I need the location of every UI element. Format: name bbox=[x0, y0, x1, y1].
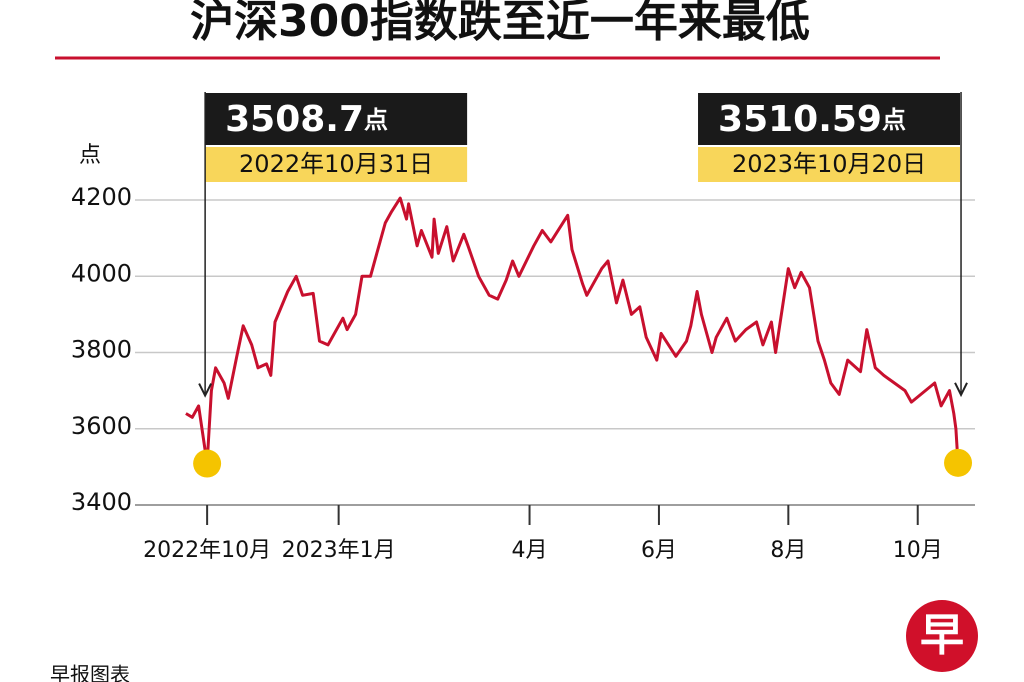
y-tick-label: 4000 bbox=[71, 259, 132, 287]
x-tick-label: 8月 bbox=[770, 538, 806, 563]
y-tick-label: 3800 bbox=[71, 336, 132, 364]
annotation-value: 3508.7点 bbox=[225, 99, 388, 140]
annotation-unit: 点 bbox=[882, 106, 906, 134]
y-tick-label: 3600 bbox=[71, 412, 132, 440]
annotation-arrowhead bbox=[198, 383, 213, 398]
logo-badge bbox=[906, 600, 978, 672]
annotation-number: 3508.7 bbox=[225, 99, 364, 140]
price-line bbox=[185, 196, 960, 466]
annotation-date: 2022年10月31日 bbox=[239, 150, 433, 178]
annotation-value: 3510.59点 bbox=[718, 99, 906, 140]
y-tick-label: 4200 bbox=[71, 183, 132, 211]
source: 早报图表 bbox=[50, 663, 130, 682]
logo: 早 bbox=[920, 610, 964, 661]
y-axis-label: 点 bbox=[79, 143, 101, 168]
x-tick-label: 4月 bbox=[512, 538, 548, 563]
x-tick-label: 2022年10月 bbox=[143, 538, 271, 563]
annotation-date-box bbox=[698, 147, 961, 182]
x-tick-label: 2023年1月 bbox=[282, 538, 396, 563]
y-tick-label: 3400 bbox=[71, 488, 132, 516]
annotation-number: 3510.59 bbox=[718, 99, 882, 140]
x-tick-label: 10月 bbox=[893, 538, 943, 563]
annotation-unit: 点 bbox=[364, 106, 388, 134]
annotation-value-box bbox=[205, 93, 468, 145]
chart-title: 沪深300指数跌至近一年来最低 bbox=[190, 0, 810, 47]
annotation-arrowhead bbox=[954, 382, 968, 398]
x-tick-label: 6月 bbox=[641, 538, 677, 563]
annotation-date-box bbox=[205, 147, 468, 182]
annotation-date: 2023年10月20日 bbox=[732, 150, 926, 178]
low-marker bbox=[193, 449, 222, 478]
low-marker bbox=[944, 448, 973, 477]
annotation-value-box bbox=[698, 93, 961, 145]
